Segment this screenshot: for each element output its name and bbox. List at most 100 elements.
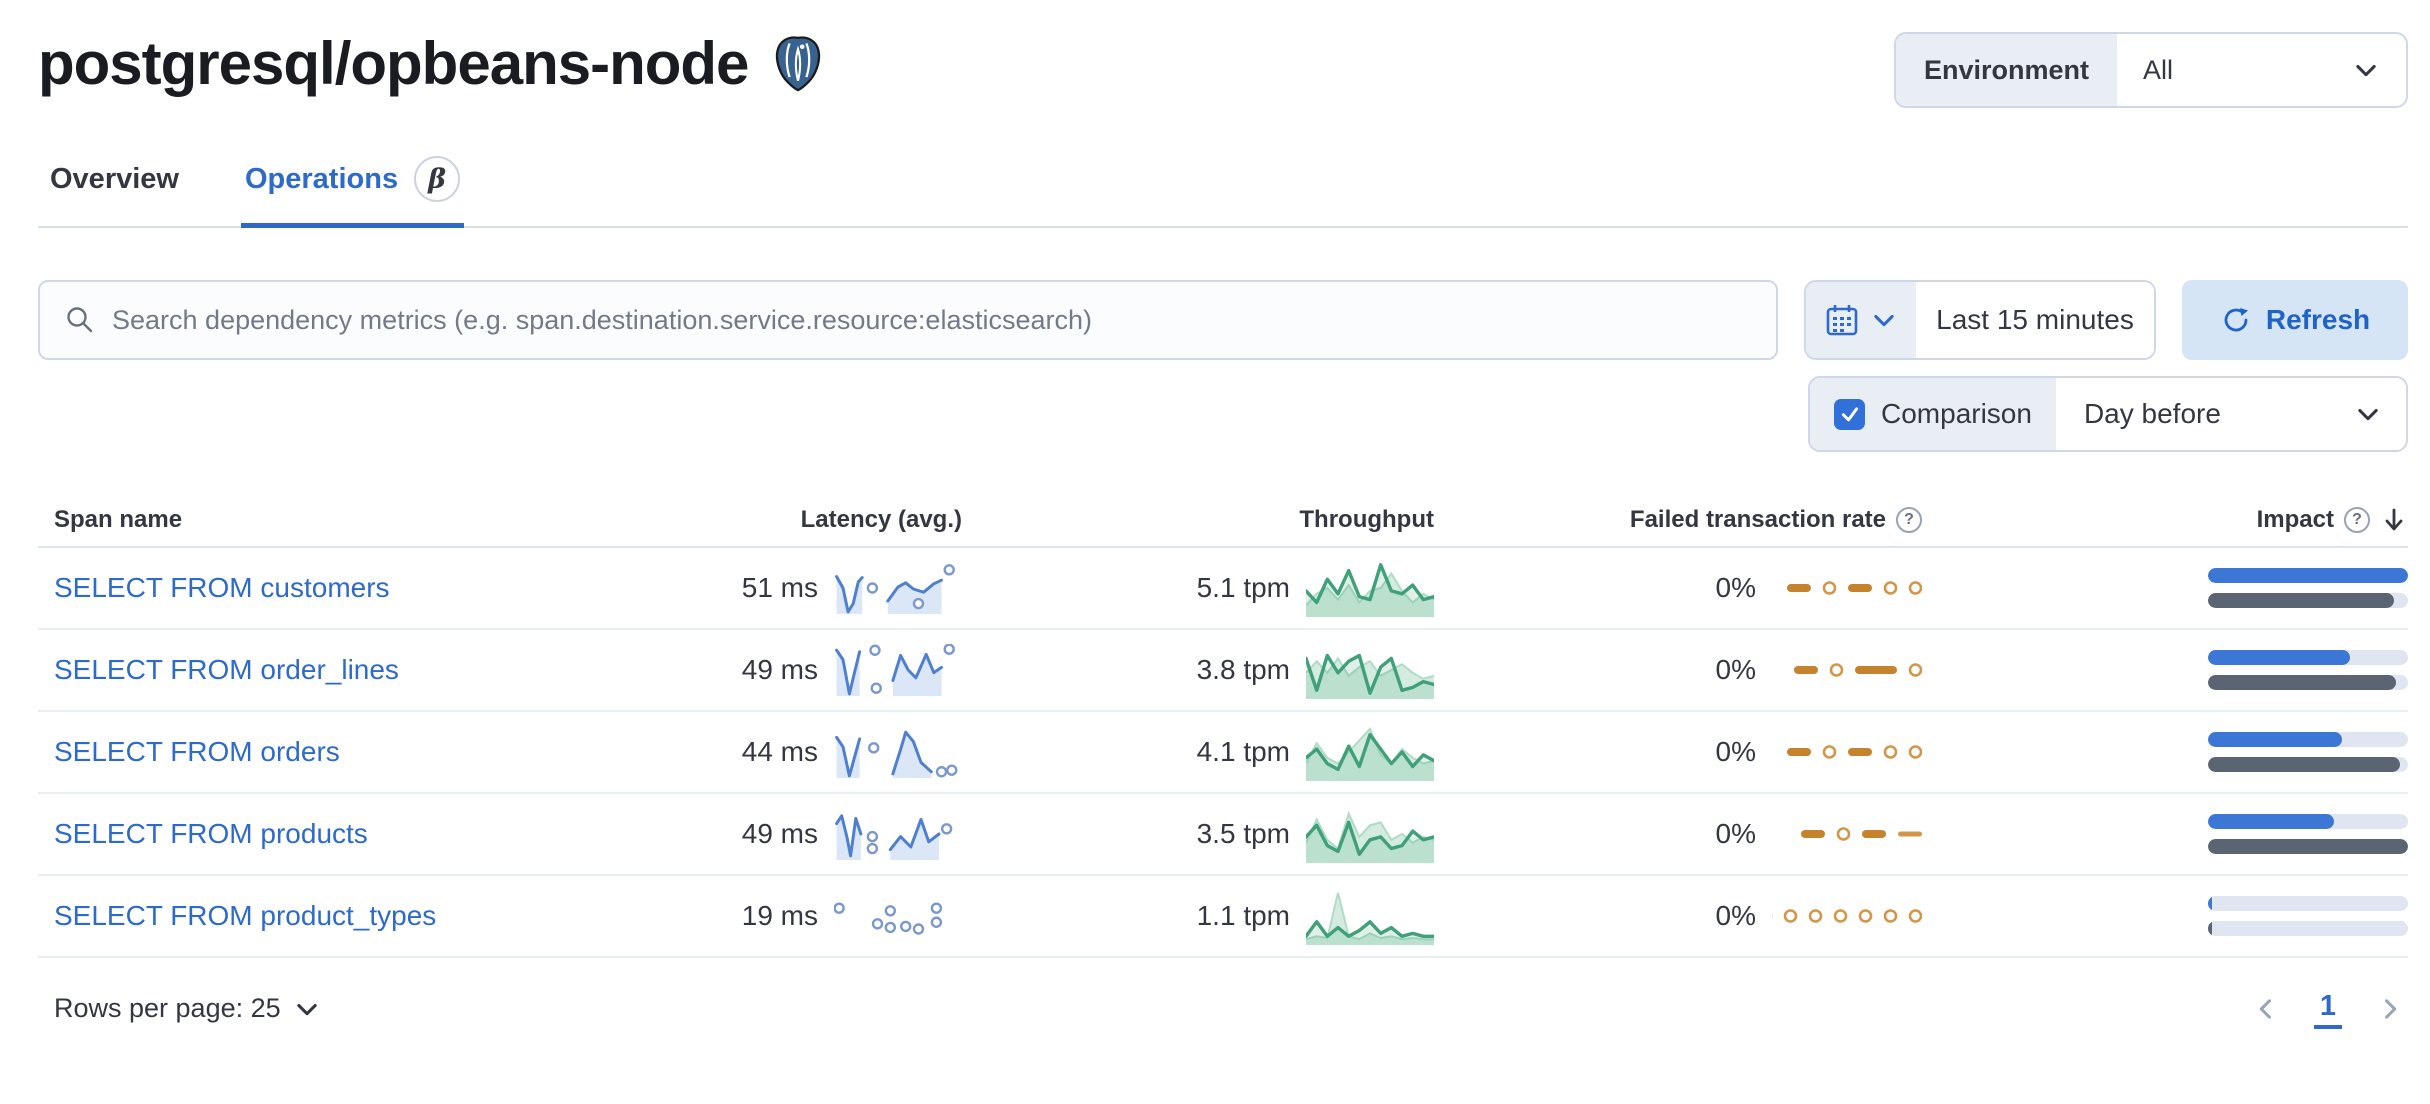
tab-operations-label: Operations	[244, 162, 399, 195]
table-header: Span name Latency (avg.) Throughput Fail…	[38, 494, 2408, 548]
impact-bars	[2208, 896, 2408, 936]
table-row: SELECT FROM order_lines 49 ms 3.8 tpm 0%	[38, 630, 2408, 712]
latency-sparkline	[835, 644, 955, 696]
throughput-value: 5.1 tpm	[1196, 572, 1290, 603]
chevron-down-icon	[293, 995, 321, 1023]
impact-previous-track	[2208, 921, 2408, 936]
throughput-sparkline	[1306, 563, 1434, 617]
latency-value: 44 ms	[741, 736, 818, 767]
impact-previous-bar	[2208, 757, 2400, 772]
impact-current-bar	[2208, 732, 2342, 747]
span-name-link[interactable]: SELECT FROM orders	[54, 736, 340, 767]
refresh-label: Refresh	[2265, 304, 2371, 335]
throughput-sparkline	[1306, 810, 1434, 863]
col-latency[interactable]: Latency (avg.)	[800, 506, 962, 533]
failed-rate-sparkline	[1772, 909, 1922, 923]
throughput-sparkline	[1306, 892, 1434, 945]
throughput-sparkline	[1306, 726, 1434, 781]
impact-previous-bar	[2208, 593, 2394, 608]
pagination: 1	[2252, 988, 2404, 1029]
time-range-button[interactable]: Last 15 minutes	[1916, 282, 2154, 358]
page-title: postgresql/opbeans-node	[38, 30, 749, 97]
chevron-down-icon	[2354, 400, 2382, 428]
span-name-link[interactable]: SELECT FROM product_types	[54, 900, 437, 931]
failed-rate-value: 0%	[1715, 818, 1756, 849]
tab-operations[interactable]: Operations β	[240, 142, 465, 228]
impact-previous-track	[2208, 675, 2408, 690]
span-name-link[interactable]: SELECT FROM products	[54, 818, 368, 849]
impact-current-track	[2208, 896, 2408, 911]
search-input[interactable]	[112, 304, 1752, 336]
tab-overview-label: Overview	[50, 162, 179, 195]
check-icon	[1841, 407, 1858, 422]
impact-previous-track	[2208, 593, 2408, 608]
latency-sparkline	[834, 902, 943, 935]
span-name-link[interactable]: SELECT FROM customers	[54, 572, 390, 603]
beta-badge: β	[414, 156, 461, 202]
calendar-icon	[1826, 305, 1858, 336]
comparison-select[interactable]: Day before	[2055, 378, 2406, 450]
comparison-value: Day before	[2083, 398, 2221, 429]
operations-table: Span name Latency (avg.) Throughput Fail…	[38, 494, 2408, 958]
toolbar: Last 15 minutes Refresh	[38, 280, 2408, 360]
help-icon[interactable]: ?	[1896, 507, 1922, 533]
impact-current-bar	[2208, 650, 2350, 665]
comparison-toggle[interactable]: Comparison	[1810, 378, 2056, 450]
latency-value: 49 ms	[741, 818, 818, 849]
latency-value: 19 ms	[741, 900, 818, 931]
table-row: SELECT FROM orders 44 ms 4.1 tpm 0%	[38, 712, 2408, 794]
col-throughput[interactable]: Throughput	[1299, 506, 1434, 533]
table-footer: Rows per page: 25 1	[38, 988, 2408, 1029]
table-row: SELECT FROM product_types 19 ms 1.1 tpm …	[38, 876, 2408, 958]
impact-current-bar	[2208, 568, 2408, 583]
rows-per-page-label: Rows per page: 25	[54, 993, 281, 1023]
span-name-link[interactable]: SELECT FROM order_lines	[54, 654, 399, 685]
date-picker: Last 15 minutes	[1804, 280, 2156, 360]
throughput-value: 3.5 tpm	[1196, 818, 1290, 849]
failed-rate-value: 0%	[1715, 900, 1756, 931]
date-picker-quick-menu[interactable]	[1806, 282, 1916, 358]
next-page-button[interactable]	[2376, 995, 2404, 1023]
comparison-row: Comparison Day before	[38, 376, 2408, 452]
tabs: Overview Operations β	[38, 142, 2408, 228]
page-number[interactable]: 1	[2313, 988, 2342, 1029]
impact-bars	[2208, 568, 2408, 608]
previous-page-button[interactable]	[2252, 995, 2280, 1023]
impact-current-track	[2208, 650, 2408, 665]
time-range-value: Last 15 minutes	[1936, 304, 2134, 335]
comparison-checkbox[interactable]	[1834, 398, 1865, 430]
sort-desc-arrow-icon	[2385, 508, 2403, 531]
latency-sparkline	[835, 564, 955, 614]
latency-value: 49 ms	[741, 654, 818, 685]
latency-sparkline	[835, 730, 958, 778]
impact-current-track	[2208, 732, 2408, 747]
chevron-down-icon	[2352, 56, 2380, 84]
col-impact[interactable]: Impact ?	[1922, 506, 2408, 534]
impact-bars	[2208, 732, 2408, 772]
table-row: SELECT FROM products 49 ms 3.5 tpm 0%	[38, 794, 2408, 876]
comparison-label: Comparison	[1881, 398, 2032, 429]
throughput-value: 3.8 tpm	[1196, 654, 1290, 685]
impact-previous-track	[2208, 757, 2408, 772]
impact-bars	[2208, 650, 2408, 690]
refresh-button[interactable]: Refresh	[2182, 280, 2408, 360]
col-span-name[interactable]: Span name	[54, 506, 183, 533]
failed-rate-value: 0%	[1715, 654, 1756, 685]
impact-current-bar	[2208, 896, 2212, 911]
environment-value: All	[2143, 54, 2174, 85]
table-body: SELECT FROM customers 51 ms 5.1 tpm 0% S…	[38, 548, 2408, 958]
comparison-control: Comparison Day before	[1808, 376, 2408, 452]
search-box	[38, 280, 1778, 360]
refresh-icon	[2224, 308, 2248, 332]
tab-overview[interactable]: Overview	[46, 142, 183, 226]
latency-value: 51 ms	[741, 572, 818, 603]
col-failed-rate[interactable]: Failed transaction rate ?	[1434, 506, 1922, 534]
rows-per-page-button[interactable]: Rows per page: 25	[54, 993, 321, 1024]
chevron-down-icon	[1870, 306, 1898, 334]
environment-select[interactable]: Environment All	[1894, 32, 2408, 108]
help-icon[interactable]: ?	[2344, 507, 2370, 533]
page-header: postgresql/opbeans-node Environment All	[38, 24, 2408, 108]
postgresql-logo-icon	[776, 36, 821, 92]
failed-rate-value: 0%	[1715, 736, 1756, 767]
